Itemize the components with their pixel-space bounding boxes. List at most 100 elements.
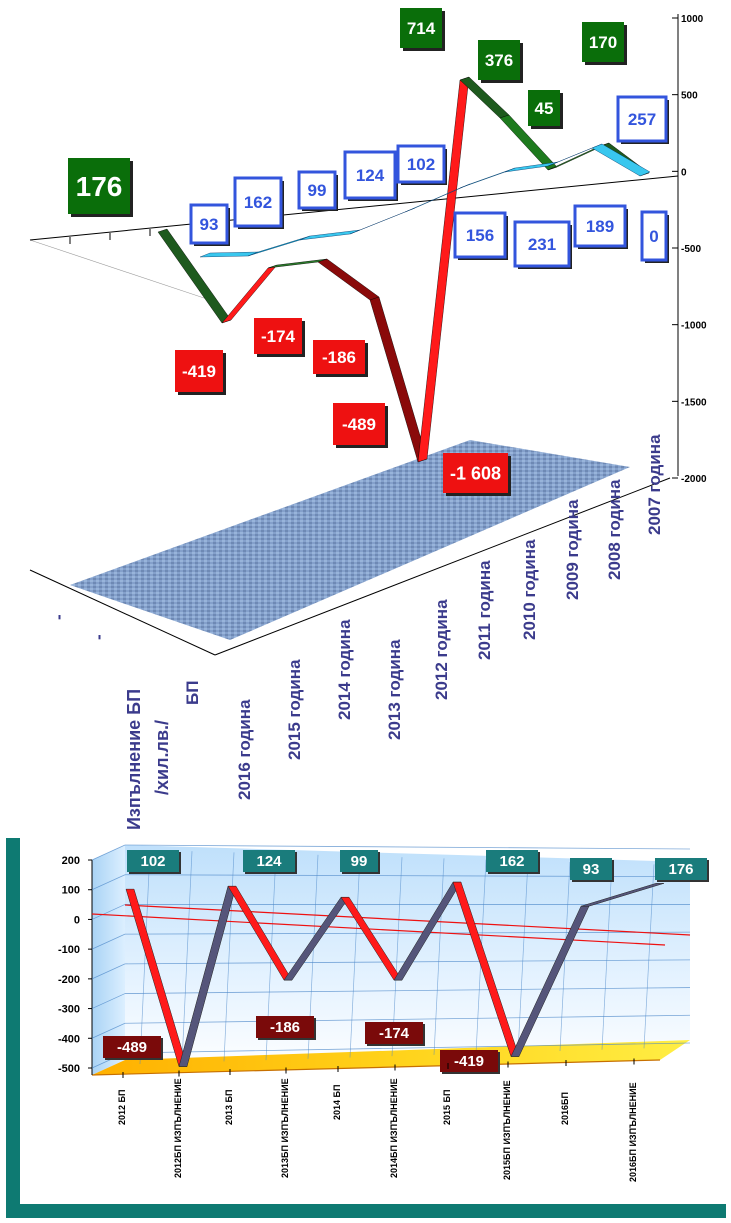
data-label-box xyxy=(440,1050,498,1072)
category-label: 2016 година xyxy=(235,699,254,800)
gridline xyxy=(124,1014,691,1024)
y-tick-label: -500 xyxy=(58,1063,80,1075)
gridline xyxy=(91,993,126,1009)
bp-data-label-text: 714 xyxy=(407,19,436,38)
data-label: 93 xyxy=(583,861,600,878)
chart2-series xyxy=(91,881,691,1067)
gridline xyxy=(91,904,126,920)
exec-line-segment xyxy=(247,235,311,257)
chart1-data-labels: 176 -419 -174 -186 -489 -1 608 714 376 45 170 93 16… xyxy=(68,8,669,496)
exec-data-label-text: 257 xyxy=(628,110,656,129)
exec-data-label-text: 0 xyxy=(649,227,658,246)
zero-line xyxy=(124,904,691,936)
bp-data-label xyxy=(333,403,385,445)
gridline xyxy=(643,864,655,1049)
exec-data-label-text: 231 xyxy=(528,235,556,254)
chart1-category-labels: 2016 година 2015 година 2014 година 2013 го… xyxy=(235,434,664,800)
y-tick-label: 0 xyxy=(74,914,80,926)
exec-data-label xyxy=(233,176,283,228)
category-label: 2015БП ИЗПЪЛНЕНИЕ xyxy=(502,1080,512,1180)
category-label: 2013БП ИЗПЪЛНЕНИЕ xyxy=(280,1078,290,1178)
y-tick-label: -500 xyxy=(681,244,701,255)
gridline xyxy=(91,874,126,891)
category-label: 2015 година xyxy=(285,659,304,760)
category-label: 2016БП xyxy=(560,1092,570,1125)
gridline xyxy=(139,849,151,1065)
category-label: 2013 БП xyxy=(224,1090,234,1125)
bp-data-label-text: 45 xyxy=(535,99,554,118)
y-tick-label: -1000 xyxy=(681,321,707,332)
gridline xyxy=(601,863,613,1050)
data-label: 176 xyxy=(668,861,693,878)
data-label-box xyxy=(655,858,707,880)
gridline xyxy=(91,933,126,950)
category-label: 2010 година xyxy=(520,539,539,640)
gridline xyxy=(181,851,193,1063)
chart2-frame-left xyxy=(6,838,20,1218)
gridline xyxy=(91,1022,126,1039)
bp-data-label-text: -174 xyxy=(261,327,296,346)
data-label: -489 xyxy=(117,1039,147,1056)
category-label: 2014 година xyxy=(335,619,354,720)
exec-data-label xyxy=(189,203,229,245)
category-label: 2012 година xyxy=(432,599,451,700)
series-axis-label: /хил.лв./ xyxy=(152,720,172,795)
chart1-series-axis-labels: БП Изпълнение БП/хил.лв./ - - xyxy=(49,614,202,830)
exec-data-label xyxy=(453,211,507,259)
exec-data-label-text: 99 xyxy=(308,181,327,200)
data-label-box xyxy=(243,850,295,872)
bp-data-label xyxy=(400,8,442,48)
chart1-floor xyxy=(70,440,630,640)
data-label-box xyxy=(486,850,538,872)
data-label-box xyxy=(365,1022,423,1044)
y-tick-label: 100 xyxy=(62,885,80,897)
exec-line-segment xyxy=(299,229,361,241)
exec-data-label xyxy=(573,204,627,248)
gridline xyxy=(124,987,691,994)
exec-data-label-text: 93 xyxy=(200,215,219,234)
exec-data-label-text: 189 xyxy=(586,217,614,236)
data-label: 99 xyxy=(351,853,368,870)
category-label: 2008 година xyxy=(605,479,624,580)
category-label: 2016БП ИЗПЪЛНЕНИЕ xyxy=(628,1082,638,1182)
bp-data-label-text: -186 xyxy=(322,348,356,367)
exec-data-label-text: 124 xyxy=(356,166,385,185)
bp-data-label-text: -1 608 xyxy=(450,463,501,483)
data-label: 162 xyxy=(499,853,524,870)
y-tick-label: -200 xyxy=(58,974,80,986)
bp-data-label xyxy=(528,90,560,126)
data-label: 102 xyxy=(140,853,165,870)
bp-data-label xyxy=(175,350,223,392)
bp-data-label xyxy=(443,453,508,493)
category-label: 2012 БП xyxy=(117,1090,127,1125)
exec-data-label xyxy=(513,220,571,268)
data-label-box xyxy=(256,1016,314,1038)
category-label: 2014БП ИЗПЪЛНЕНИЕ xyxy=(389,1078,399,1178)
y-tick-label: 500 xyxy=(681,91,698,102)
y-tick-label: -100 xyxy=(58,944,80,956)
bp-data-label-text: -419 xyxy=(182,362,216,381)
bp-data-label-text: 176 xyxy=(76,171,123,202)
chart1-series xyxy=(157,76,651,463)
chart2-data-labels: 102 -489 124 -186 99 -174 162 -419 93 176 xyxy=(103,850,709,1074)
chart1-y-axis: 1000 500 0 -500 -1000 -1500 -2000 xyxy=(672,14,707,485)
chart2-frame-bottom xyxy=(6,1204,726,1218)
series-axis-label: БП xyxy=(183,681,202,705)
exec-data-label-text: 162 xyxy=(244,193,272,212)
category-label: 2013 година xyxy=(385,639,404,740)
y-tick-label: -2000 xyxy=(681,474,707,485)
data-label-box xyxy=(340,850,378,872)
category-label: 2011 година xyxy=(475,560,494,660)
gridline xyxy=(433,858,445,1055)
series-segment xyxy=(580,883,665,907)
exec-line-segment xyxy=(459,167,516,189)
y-tick-label: -300 xyxy=(58,1004,80,1016)
gridline xyxy=(517,860,529,1053)
y-tick-label: 200 xyxy=(62,855,80,867)
category-label: 2012БП ИЗПЪЛНЕНИЕ xyxy=(173,1078,183,1178)
bp-line-segment xyxy=(459,76,510,119)
gridline xyxy=(349,855,361,1058)
gridline xyxy=(124,844,691,850)
data-label-box xyxy=(127,850,179,872)
